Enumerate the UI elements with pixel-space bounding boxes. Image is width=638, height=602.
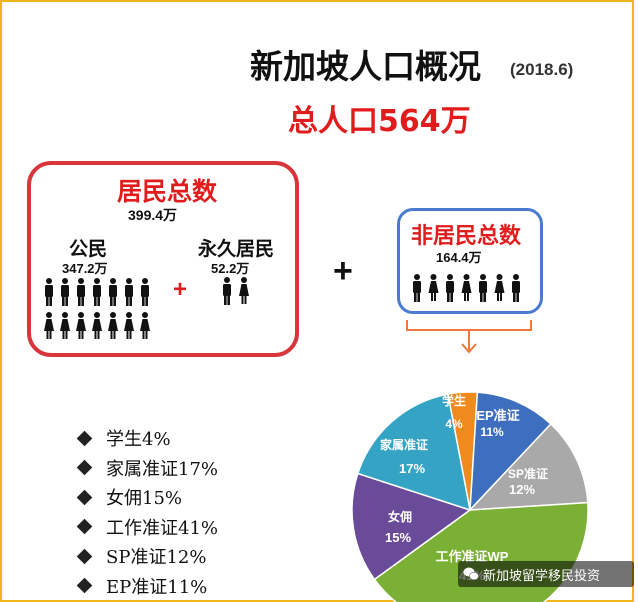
wechat-icon xyxy=(463,567,479,581)
pr-people-icons xyxy=(223,277,249,305)
pie-slice xyxy=(351,472,472,581)
non-residents-title: 非居民总数 xyxy=(411,224,522,249)
person-male-icon xyxy=(77,278,85,306)
legend-item: EP准证11% xyxy=(75,573,207,599)
person-female-icon xyxy=(239,277,249,304)
person-male-icon xyxy=(223,277,231,305)
person-male-icon xyxy=(141,278,149,306)
pr-label: 永久居民 xyxy=(198,238,275,260)
person-male-icon xyxy=(479,274,487,302)
diamond-bullet-icon xyxy=(76,548,93,564)
pr-value: 52.2万 xyxy=(211,261,250,276)
person-male-icon xyxy=(413,274,421,302)
legend-item-label: EP准证11% xyxy=(106,576,208,598)
citizens-people-icons xyxy=(44,278,150,339)
legend-item-label: 家属准证17% xyxy=(106,458,219,480)
pie-slice-label: EP准证 xyxy=(476,408,519,423)
pie-slice-value-label: 15% xyxy=(385,530,411,545)
pie-slice-label: 工作准证WP xyxy=(436,549,509,564)
person-male-icon xyxy=(512,274,520,302)
legend-item-label: SP准证12% xyxy=(106,547,207,568)
person-female-icon xyxy=(494,274,505,301)
diamond-bullet-icon xyxy=(76,577,93,594)
diamond-bullet-icon xyxy=(76,518,93,535)
pie-slice-value-label: 11% xyxy=(480,425,504,439)
watermark-bg xyxy=(458,561,634,587)
person-male-icon xyxy=(446,274,454,302)
bracket-arrow xyxy=(406,320,532,354)
legend-item-label: 工作准证41% xyxy=(106,517,219,539)
person-male-icon xyxy=(61,278,69,306)
watermark-text: 新加坡留学移民投资 xyxy=(483,569,601,584)
citizens-value: 347.2万 xyxy=(62,261,108,276)
pie-slice-label: SP准证 xyxy=(508,466,548,481)
legend-item: 家属准证17% xyxy=(75,455,218,481)
non-residents-box xyxy=(397,208,543,314)
pie-slice-label: 学生 xyxy=(442,393,466,408)
citizens-label: 公民 xyxy=(69,238,108,260)
legend-item: 工作准证41% xyxy=(75,514,218,540)
diamond-bullet-icon xyxy=(76,430,93,446)
person-female-icon xyxy=(92,312,102,339)
person-female-icon xyxy=(428,274,439,301)
diamond-bullet-icon xyxy=(76,459,93,476)
pie-slice-value-label: 12% xyxy=(509,482,535,497)
pie-slice-label: 家属准证 xyxy=(380,437,428,452)
person-male-icon xyxy=(109,278,117,306)
page-title: 新加坡人口概况 xyxy=(250,47,481,86)
operator-plus-sign: + xyxy=(333,252,353,290)
person-female-icon xyxy=(108,312,118,339)
person-female-icon xyxy=(76,312,86,339)
pie-slice xyxy=(468,422,589,511)
person-female-icon xyxy=(60,312,70,339)
person-female-icon xyxy=(44,312,54,339)
date-label: (2018.6) xyxy=(510,60,574,79)
pie-slice-label: 女佣 xyxy=(388,509,412,524)
legend-item: SP准证12% xyxy=(75,543,206,569)
person-male-icon xyxy=(45,278,53,306)
legend-item: 女佣15% xyxy=(75,484,182,510)
residents-title: 居民总数 xyxy=(117,177,218,206)
residents-box xyxy=(27,161,299,357)
bracket-line xyxy=(406,320,532,331)
person-female-icon xyxy=(140,312,150,339)
residents-total: 399.4万 xyxy=(128,207,178,223)
legend-item-label: 学生4% xyxy=(106,429,171,450)
total-population: 总人口564万 xyxy=(288,104,471,139)
pie-slice xyxy=(469,391,552,513)
legend-item-label: 女佣15% xyxy=(106,488,183,509)
non-residents-people-icons xyxy=(413,274,520,302)
person-female-icon xyxy=(124,312,134,339)
non-residents-total: 164.4万 xyxy=(436,250,482,265)
residents-plus-sign: + xyxy=(173,276,188,303)
person-male-icon xyxy=(93,278,101,306)
pie-chart: 学生4%EP准证11%SP准证12%工作准证WP41%女佣15%家属准证17% xyxy=(351,391,589,602)
person-female-icon xyxy=(461,274,472,301)
arrow-head xyxy=(461,343,477,354)
diamond-bullet-icon xyxy=(76,489,93,505)
pie-slice xyxy=(356,393,471,512)
legend-item: 学生4% xyxy=(75,425,171,451)
pie-slice-value-label: 4% xyxy=(445,417,463,431)
person-male-icon xyxy=(125,278,133,306)
pie-slice-value-label: 17% xyxy=(399,461,425,476)
